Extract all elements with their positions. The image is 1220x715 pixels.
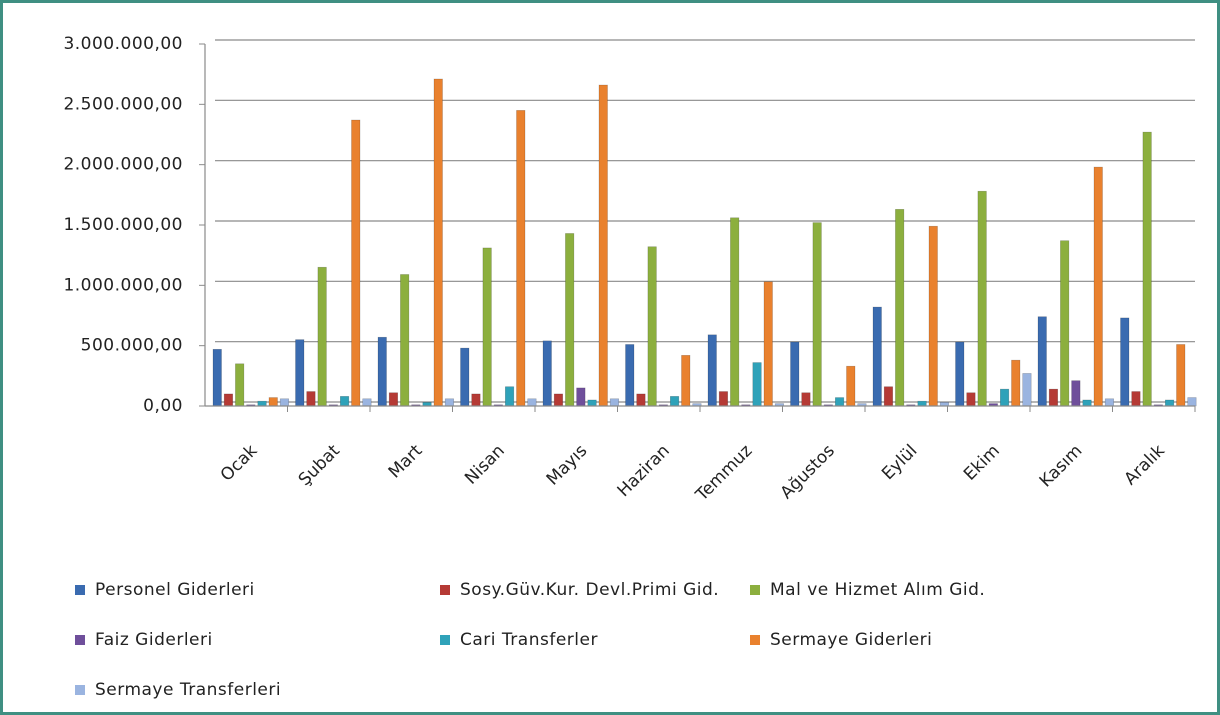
legend-swatch (440, 635, 450, 645)
bar (730, 217, 740, 407)
bar (576, 387, 586, 407)
bar (977, 190, 987, 407)
legend-swatch (440, 585, 450, 595)
bar (966, 392, 976, 407)
bar (801, 392, 811, 407)
bar (460, 347, 470, 407)
bar (1048, 388, 1058, 407)
bar (504, 386, 515, 407)
bar (212, 348, 222, 407)
bar (598, 84, 608, 407)
bar (1104, 398, 1114, 407)
bar (1011, 359, 1021, 407)
legend-label: Faiz Giderleri (95, 630, 213, 650)
legend-label: Mal ve Hizmet Alım Gid. (770, 580, 985, 600)
bar (339, 396, 350, 407)
bar (718, 391, 729, 407)
bar (1082, 399, 1092, 407)
bar (625, 344, 635, 407)
bar (1131, 391, 1141, 407)
y-tick-label: 3.000.000,00 (63, 34, 183, 54)
bar (295, 339, 305, 407)
bar (279, 398, 290, 407)
bar (1187, 397, 1197, 407)
legend-swatch (75, 685, 85, 695)
y-tick-label: 0,00 (143, 396, 183, 416)
bar (351, 119, 361, 407)
bar (1060, 240, 1070, 407)
legend-label: Personel Giderleri (95, 580, 255, 600)
y-tick-label: 2.500.000,00 (63, 94, 183, 114)
bar (895, 209, 905, 407)
bar (306, 391, 316, 407)
legend-swatch (750, 585, 760, 595)
bar (1120, 317, 1130, 407)
bar (1176, 344, 1186, 407)
bar (377, 336, 387, 407)
bar (846, 365, 856, 407)
bar (1022, 373, 1032, 407)
bar (707, 334, 717, 407)
y-tick-label: 1.000.000,00 (63, 275, 183, 295)
y-tick-label: 1.500.000,00 (63, 215, 183, 235)
legend-label: Cari Transferler (460, 630, 598, 650)
bar (587, 399, 597, 407)
bar (917, 400, 927, 407)
bar (388, 392, 399, 407)
bar (872, 306, 882, 407)
bar (235, 363, 245, 407)
bar (542, 340, 552, 407)
bar (763, 281, 773, 407)
bar (681, 355, 691, 407)
bar (955, 341, 965, 407)
bar (999, 388, 1010, 407)
bar (565, 233, 575, 407)
bar (1037, 316, 1047, 407)
bar (752, 362, 762, 407)
bar (362, 398, 372, 407)
legend-label: Sermaye Transferleri (95, 680, 281, 700)
bar (883, 386, 894, 407)
bar (257, 400, 267, 407)
bar (444, 398, 455, 407)
bar (790, 341, 800, 407)
bar (268, 397, 278, 407)
bar (482, 247, 492, 407)
bar (928, 225, 938, 407)
bar (812, 222, 822, 407)
y-tick-label: 500.000,00 (81, 336, 183, 356)
bar (433, 78, 443, 407)
bar (669, 396, 680, 407)
bar (1142, 131, 1152, 407)
bar (400, 274, 410, 407)
legend-label: Sermaye Giderleri (770, 630, 932, 650)
y-tick-label: 2.000.000,00 (63, 155, 183, 175)
legend-swatch (75, 635, 85, 645)
bar (1093, 166, 1103, 407)
legend-swatch (75, 585, 85, 595)
legend-label: Sosy.Güv.Kur. Devl.Primi Gid. (460, 580, 719, 600)
legend-swatch (750, 635, 760, 645)
bar (471, 393, 481, 407)
bar (609, 398, 620, 407)
bar (1071, 380, 1081, 407)
bar (553, 393, 564, 407)
bar (647, 246, 657, 407)
bar (223, 393, 233, 407)
bar (317, 266, 327, 407)
bar (527, 398, 537, 407)
bar (516, 110, 526, 407)
bar (636, 393, 646, 407)
bar (1165, 399, 1175, 407)
bar (834, 397, 845, 407)
